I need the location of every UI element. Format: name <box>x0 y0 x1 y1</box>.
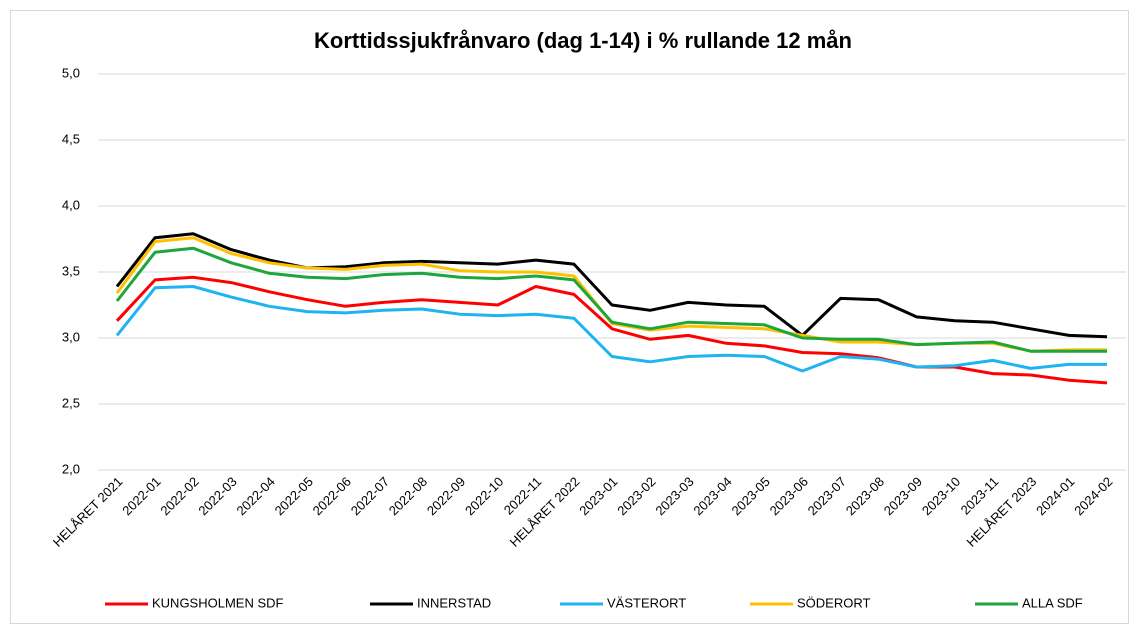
legend-label: ALLA SDF <box>1022 595 1083 610</box>
y-tick-label: 5,0 <box>62 65 80 80</box>
y-tick-label: 4,5 <box>62 131 80 146</box>
y-tick-label: 4,0 <box>62 197 80 212</box>
y-tick-label: 3,0 <box>62 329 80 344</box>
legend-label: VÄSTERORT <box>607 595 686 610</box>
series-line <box>115 232 1108 339</box>
y-tick-label: 3,5 <box>62 263 80 278</box>
series-line <box>115 246 1107 353</box>
chart-title: Korttidssjukfrånvaro (dag 1-14) i % rull… <box>314 28 852 53</box>
y-tick-label: 2,0 <box>62 461 80 476</box>
legend-label: INNERSTAD <box>417 595 491 610</box>
legend-label: SÖDERORT <box>797 595 870 610</box>
y-tick-label: 2,5 <box>62 395 80 410</box>
series-line <box>115 285 1107 373</box>
legend-label: KUNGSHOLMEN SDF <box>152 595 284 610</box>
